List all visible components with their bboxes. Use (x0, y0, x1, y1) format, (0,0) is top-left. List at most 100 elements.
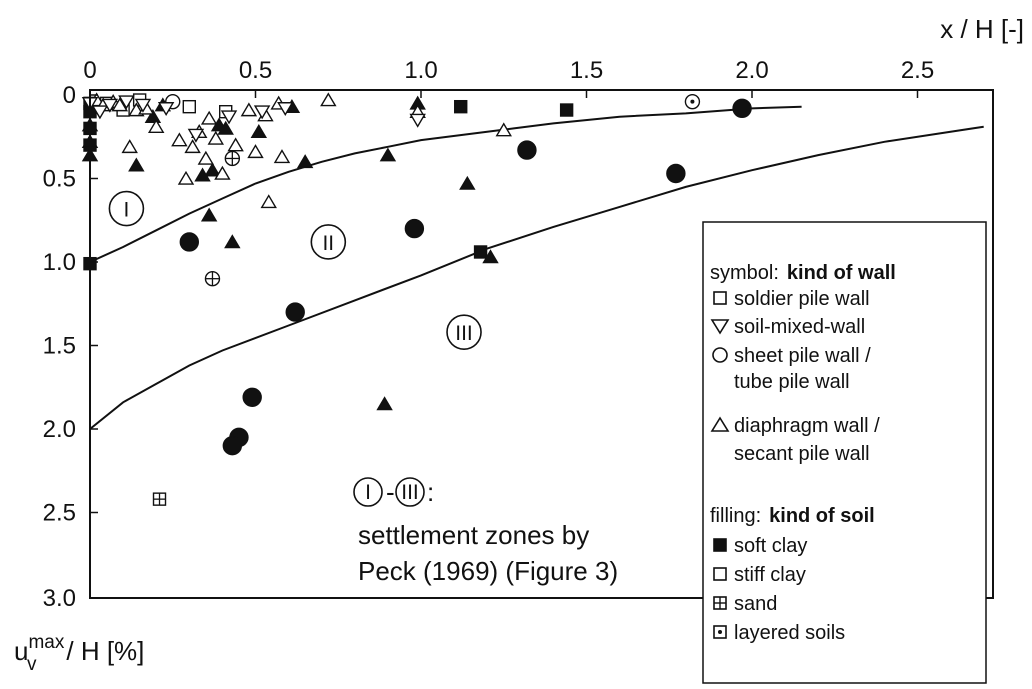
y-tick-label: 1.0 (43, 249, 76, 276)
y-tick-label: 2.5 (43, 500, 76, 527)
data-point-triangle-up (204, 162, 221, 177)
y-axis-title-main: u (14, 636, 28, 666)
data-point-triangle-up (184, 139, 201, 154)
legend-wall-title-prefix: symbol: (710, 262, 779, 284)
legend-wall-label-3a: sheet pile wall / (734, 345, 871, 367)
data-point-triangle-up (482, 249, 499, 264)
legend-wall-label-4a: diaphragm wall / (734, 415, 880, 437)
data-point-triangle-up (214, 165, 231, 180)
y-tick-label: 0.5 (43, 166, 76, 193)
y-axis-title-sub: v (27, 654, 37, 675)
legend-soil-label-3: sand (734, 593, 777, 615)
data-point-triangle-up (376, 396, 393, 411)
data-point-triangle-down (220, 110, 238, 125)
zone-numeral: I (123, 199, 129, 222)
annotation-separator: - (386, 477, 395, 507)
y-axis-ticks: 0 0.5 1.0 1.5 2.0 2.5 3.0 (43, 82, 98, 612)
data-point-square (559, 103, 574, 117)
x-tick-label: 0.5 (239, 57, 272, 84)
data-point-square (473, 245, 488, 259)
data-point-triangle-up (207, 130, 225, 145)
data-point-triangle-down (134, 98, 152, 113)
annotation-line-1: settlement zones by (358, 520, 589, 550)
data-point-triangle-down (253, 105, 271, 120)
data-point-triangle-up (240, 102, 258, 117)
data-point-triangle-up (227, 137, 244, 152)
circle-icon (712, 347, 728, 363)
legend-soil-label-1: soft clay (734, 535, 807, 557)
data-point-circle (242, 387, 262, 407)
data-point-triangle-down (118, 95, 135, 110)
annotation-zone-to-circle (395, 477, 425, 507)
data-point-circle (285, 302, 305, 322)
data-point-triangle-up (121, 139, 138, 154)
legend-wall-label-3b: tube pile wall (734, 371, 850, 393)
legend-wall-title: symbol: kind of wall (710, 262, 896, 284)
data-point-square (182, 99, 197, 114)
data-point-circle (224, 150, 241, 167)
annotation-line-2: Peck (1969) (Figure 3) (358, 556, 618, 586)
y-tick-label: 2.0 (43, 416, 76, 443)
data-point-circle (179, 232, 200, 252)
y-tick-label: 3.0 (43, 585, 76, 612)
annotation-zone-from: I (365, 481, 371, 504)
plot-frame (89, 89, 994, 599)
data-point-circle (222, 436, 243, 456)
data-point-triangle-up (128, 157, 145, 172)
zone-circle (446, 314, 482, 350)
data-point-triangle-up (459, 175, 476, 190)
legend-wall-label-4b: secant pile wall (734, 443, 870, 465)
data-point-triangle-up (296, 154, 314, 169)
zone-circle (108, 190, 145, 227)
data-point-triangle-up (200, 110, 218, 125)
data-point-triangle-up (217, 120, 234, 135)
legend-soil-label-2: stiff clay (734, 564, 806, 586)
y-tick-label: 1.5 (43, 333, 76, 360)
data-point-triangle-down (157, 102, 175, 117)
data-point-square (454, 99, 468, 114)
y-axis-title-sup: max (28, 632, 64, 653)
data-point-triangle-up (320, 92, 337, 107)
data-point-circle (732, 98, 752, 119)
dotted-square-icon (713, 625, 727, 639)
x-tick-label: 1.0 (404, 57, 437, 84)
data-point-circle (666, 163, 686, 184)
data-point-triangle-up (197, 150, 215, 165)
legend: symbol: kind of wall soldier pile wall so… (702, 221, 987, 684)
data-point-triangle-up (247, 144, 264, 159)
legend-soil-title: filling: kind of soil (710, 505, 875, 527)
data-point-triangle-up (147, 119, 165, 134)
annotation-colon: : (427, 477, 434, 507)
y-axis-title: umax/ H [%] v (14, 632, 144, 675)
zone-label-II: II (310, 224, 347, 260)
legend-wall-label-2: soil-mixed-wall (734, 316, 865, 338)
legend-wall-title-bold: kind of wall (787, 262, 896, 284)
x-axis-ticks: 0 0.5 1.0 1.5 2.0 2.5 (83, 57, 934, 98)
legend-box (702, 221, 987, 684)
zone-label-I: I (108, 190, 145, 227)
data-point-triangle-up (171, 132, 188, 147)
annotation-zone-to: III (401, 481, 419, 504)
zone-numeral: II (322, 232, 334, 255)
legend-wall-label-1: soldier pile wall (734, 288, 870, 310)
x-tick-label: 1.5 (570, 57, 603, 84)
filled-square-icon (713, 538, 727, 552)
triangle-down-icon (710, 319, 730, 335)
data-point-circle (684, 93, 701, 110)
square-icon (713, 291, 727, 305)
zone-numeral: III (455, 322, 473, 345)
x-tick-label: 2.5 (901, 57, 934, 84)
data-point-triangle-down (277, 102, 294, 117)
crossed-square-icon (713, 596, 727, 610)
data-point-triangle-up (250, 124, 268, 139)
data-point-triangle-up (177, 170, 195, 185)
data-point-triangle-up (379, 147, 397, 162)
y-axis-title-rest: / H [%] (66, 636, 144, 666)
data-point-circle (404, 218, 425, 239)
x-tick-label: 2.0 (735, 57, 768, 84)
annotation-zone-from-circle (353, 477, 383, 507)
legend-soil-label-4: layered soils (734, 622, 845, 644)
legend-soil-title-bold: kind of soil (769, 505, 875, 527)
open-square-icon (713, 567, 727, 581)
